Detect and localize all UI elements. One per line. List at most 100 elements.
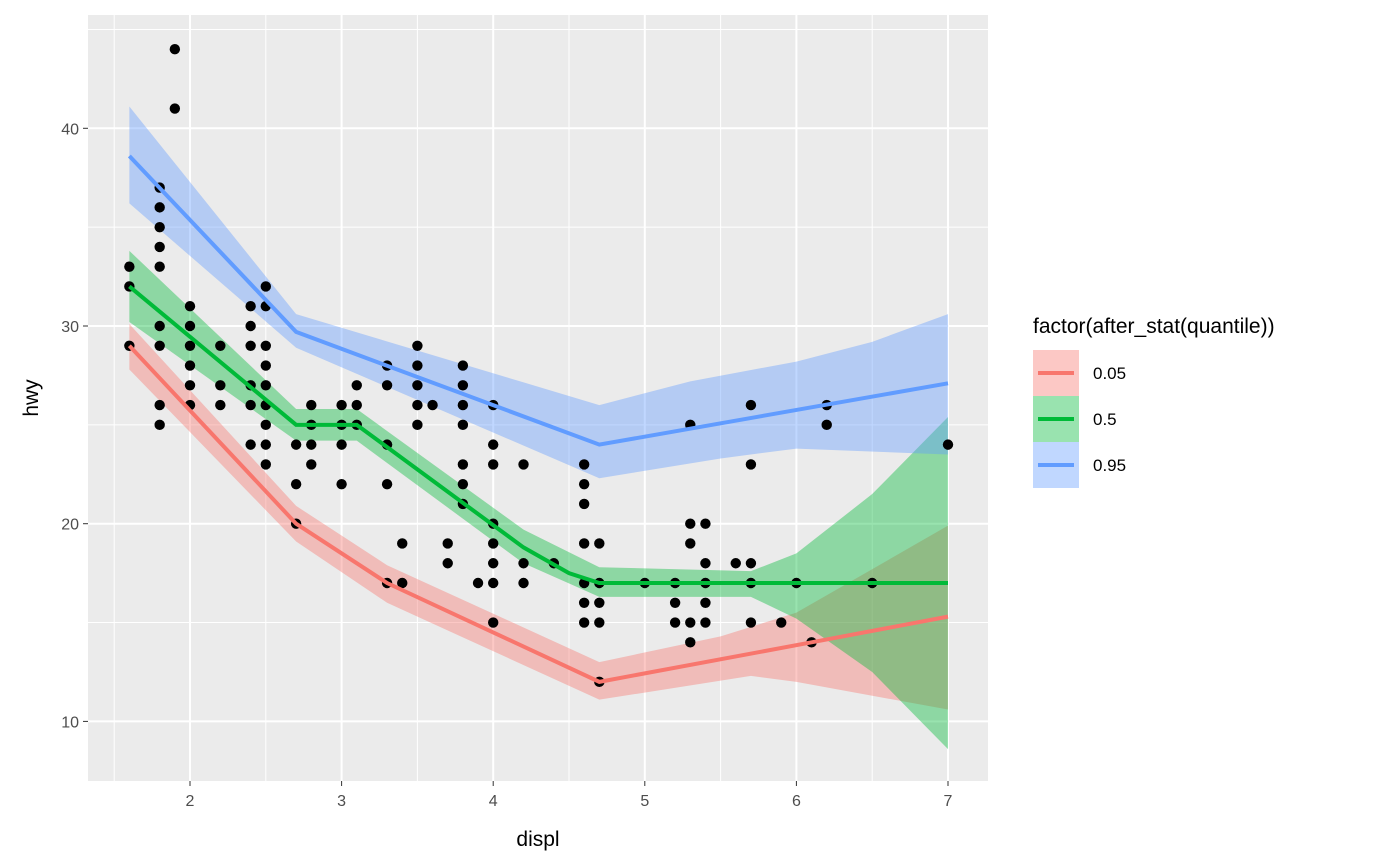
data-point (488, 577, 499, 589)
data-point (457, 360, 469, 371)
y-tick-label: 20 (61, 517, 79, 534)
data-point (154, 419, 165, 431)
data-point (306, 399, 317, 411)
data-point (397, 577, 408, 589)
data-point (260, 340, 271, 351)
data-point (154, 221, 165, 233)
data-point (488, 439, 499, 450)
quantile-line-0.05 (127, 344, 949, 684)
data-point (154, 241, 165, 253)
data-point (381, 380, 393, 391)
legend-label: 0.95 (1093, 456, 1126, 475)
data-point (488, 617, 499, 628)
data-point (336, 399, 347, 411)
data-point (457, 399, 469, 411)
data-point (700, 617, 711, 628)
data-point (184, 380, 196, 391)
data-point (154, 399, 165, 411)
data-point (942, 439, 954, 450)
data-point (488, 459, 499, 470)
data-point (336, 478, 347, 490)
data-point (351, 399, 362, 411)
data-point (412, 399, 423, 411)
data-point (745, 617, 757, 628)
data-point (427, 399, 438, 411)
data-point (578, 478, 590, 490)
data-point (215, 340, 226, 351)
data-point (745, 558, 757, 569)
x-tick-label: 5 (640, 793, 649, 810)
data-point (685, 617, 696, 628)
data-point (336, 439, 347, 450)
legend: factor(after_stat(quantile)) 0.05 0.5 0.95 (1033, 315, 1275, 488)
data-point (306, 459, 317, 470)
data-point (594, 597, 605, 608)
data-point (397, 538, 408, 549)
data-point (518, 577, 529, 589)
data-point (578, 597, 590, 608)
data-point (412, 419, 423, 431)
data-point (245, 399, 256, 411)
legend-label: 0.05 (1093, 364, 1126, 383)
data-point (745, 399, 757, 411)
data-point (351, 380, 362, 391)
data-point (457, 380, 469, 391)
data-point (685, 637, 696, 648)
data-point (578, 498, 590, 510)
data-point (518, 459, 529, 470)
data-point (442, 538, 453, 549)
y-tick-label: 30 (61, 319, 79, 336)
ribbon-0.05 (129, 324, 949, 710)
data-point (154, 261, 165, 272)
data-point (594, 538, 605, 549)
data-point (457, 419, 469, 431)
legend-label: 0.5 (1093, 410, 1117, 429)
data-point (745, 459, 757, 470)
data-point (260, 459, 271, 470)
data-point (412, 340, 423, 351)
data-point (700, 518, 711, 529)
data-point (215, 399, 226, 411)
data-point (245, 340, 256, 351)
y-axis-title: hwy (20, 379, 43, 417)
data-point (245, 301, 256, 312)
data-point (700, 558, 711, 569)
data-point (518, 558, 529, 569)
data-point (290, 439, 302, 450)
data-point (821, 419, 832, 431)
data-point (184, 340, 196, 351)
data-point (215, 380, 226, 391)
data-point (457, 478, 469, 490)
data-point (457, 459, 469, 470)
data-point (290, 478, 302, 490)
data-point (260, 419, 271, 431)
data-point (669, 597, 681, 608)
data-point (260, 439, 271, 450)
data-point (685, 538, 696, 549)
x-tick-label: 2 (186, 793, 195, 810)
data-point (578, 459, 590, 470)
data-point (488, 538, 499, 549)
data-point (594, 617, 605, 628)
data-point (154, 340, 165, 351)
y-tick-label: 10 (61, 714, 79, 731)
x-tick-label: 7 (944, 793, 953, 810)
data-point (169, 103, 181, 114)
data-point (169, 44, 181, 55)
data-point (488, 558, 499, 569)
x-tick-label: 6 (792, 793, 801, 810)
data-point (669, 617, 681, 628)
data-point (685, 518, 696, 529)
data-point (776, 617, 787, 628)
data-point (730, 558, 741, 569)
data-point (124, 261, 135, 272)
data-point (306, 439, 317, 450)
x-tick-label: 4 (489, 793, 498, 810)
y-tick-label: 40 (61, 121, 79, 138)
data-point (154, 320, 165, 332)
data-point (184, 360, 196, 371)
data-point (578, 617, 590, 628)
data-point (184, 320, 196, 332)
data-point (245, 320, 256, 332)
